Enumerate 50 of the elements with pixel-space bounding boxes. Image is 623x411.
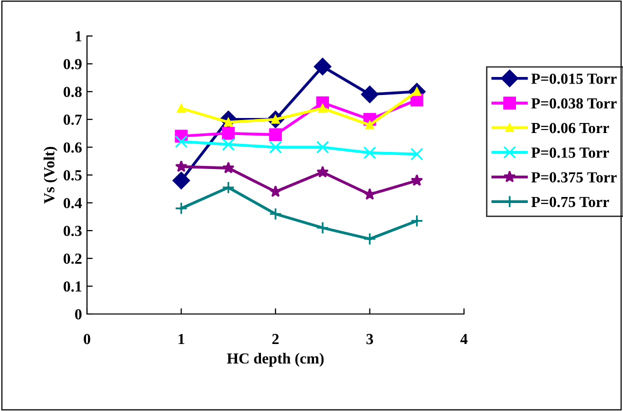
point	[222, 181, 235, 194]
legend-label: P=0.75 Torr	[531, 196, 610, 208]
x-tick-label: 1	[178, 334, 184, 344]
point	[174, 202, 188, 215]
point	[410, 214, 424, 228]
point	[365, 120, 374, 130]
legend-label: P=0.375 Torr	[531, 172, 617, 183]
y-tick-label: 0.6	[64, 142, 82, 153]
x-tick-label: 4	[460, 334, 468, 344]
point	[364, 188, 376, 200]
legend-label: P=0.15 Torr	[531, 148, 610, 158]
y-tick-label: 0.9	[64, 58, 82, 70]
x-axis-title: HC depth (cm)	[226, 352, 324, 367]
y-tick-label: 0.5	[64, 170, 82, 181]
point	[314, 58, 332, 76]
point	[363, 232, 376, 246]
legend-label: P=0.038 Torr	[531, 98, 617, 109]
point	[361, 86, 378, 104]
point	[172, 172, 190, 190]
point	[269, 140, 282, 154]
point	[174, 135, 188, 148]
point	[316, 166, 329, 178]
point	[410, 174, 423, 186]
y-tick-label: 0.3	[64, 226, 82, 236]
point	[363, 146, 376, 160]
y-tick-label: 0.4	[64, 198, 82, 208]
x-tick-label: 0	[84, 334, 90, 344]
y-tick-label: 0.7	[64, 114, 82, 125]
y-tick-label: 0.2	[64, 254, 82, 264]
point	[222, 126, 235, 140]
y-tick-label: 0.8	[64, 86, 82, 98]
point	[176, 104, 186, 113]
legend-label: P=0.06 Torr	[531, 122, 610, 134]
x-tick-label: 3	[366, 334, 374, 344]
point	[222, 138, 235, 151]
point	[316, 221, 330, 234]
point	[269, 128, 282, 142]
x-tick-label: 2	[272, 334, 279, 344]
point	[410, 148, 424, 161]
y-tick-label: 0	[75, 309, 82, 320]
point	[175, 160, 188, 172]
point	[318, 104, 327, 113]
y-tick-label: 1	[76, 31, 82, 42]
y-tick-label: 0.1	[64, 281, 82, 292]
point	[269, 208, 282, 220]
point	[222, 162, 234, 174]
point	[269, 185, 282, 198]
point	[316, 140, 330, 154]
legend-label: P=0.015 Torr	[531, 74, 617, 84]
y-axis-title: Vs (Volt)	[44, 146, 58, 204]
